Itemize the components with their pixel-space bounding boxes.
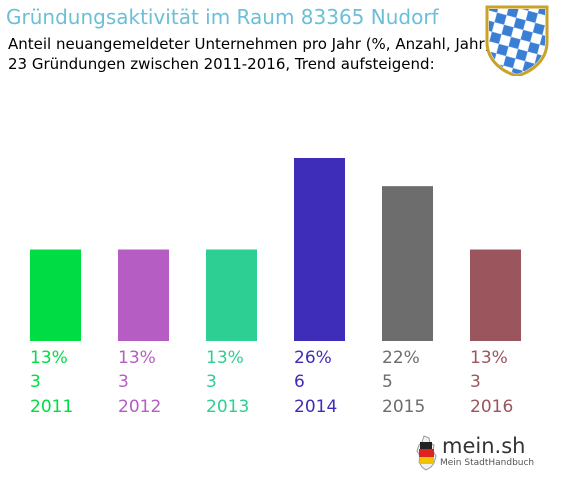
- percent-label-2012: 13%: [118, 348, 156, 368]
- percent-label-2011: 13%: [30, 348, 68, 368]
- bar-2016: [470, 249, 521, 341]
- count-label-2016: 3: [470, 372, 481, 392]
- brand-name: mein.sh: [442, 434, 526, 458]
- bar-2011: [30, 249, 81, 341]
- count-label-2015: 5: [382, 372, 393, 392]
- brand-logo[interactable]: mein.sh Mein StadtHandbuch: [414, 432, 544, 474]
- percent-label-2013: 13%: [206, 348, 244, 368]
- percent-label-2016: 13%: [470, 348, 508, 368]
- germany-map-icon: [416, 435, 437, 471]
- count-label-2013: 3: [206, 372, 217, 392]
- bar-2015: [382, 186, 433, 341]
- bar-2014: [294, 158, 345, 341]
- bar-2013: [206, 249, 257, 341]
- year-label-2016: 2016: [470, 397, 513, 417]
- percent-label-2015: 22%: [382, 348, 420, 368]
- year-label-2013: 2013: [206, 397, 249, 417]
- bavarian-coat-of-arms-icon: [485, 5, 549, 76]
- count-label-2014: 6: [294, 372, 305, 392]
- count-label-2011: 3: [30, 372, 41, 392]
- year-label-2011: 2011: [30, 397, 73, 417]
- subtitle-line-2: 23 Gründungen zwischen 2011-2016, Trend …: [8, 55, 435, 73]
- brand-tagline: Mein StadtHandbuch: [440, 458, 535, 468]
- bar-2012: [118, 249, 169, 341]
- year-label-2012: 2012: [118, 397, 161, 417]
- year-label-2015: 2015: [382, 397, 425, 417]
- percent-label-2014: 26%: [294, 348, 332, 368]
- subtitle-line-1: Anteil neuangemeldeter Unternehmen pro J…: [8, 35, 491, 53]
- page-title: Gründungsaktivität im Raum 83365 Nudorf: [6, 5, 439, 29]
- count-label-2012: 3: [118, 372, 129, 392]
- year-label-2014: 2014: [294, 397, 337, 417]
